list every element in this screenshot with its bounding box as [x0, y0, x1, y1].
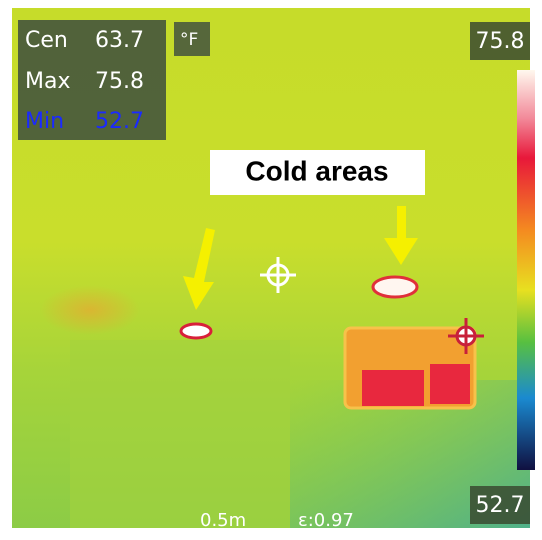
warm-glow [40, 285, 140, 335]
hot-spot [371, 275, 419, 299]
scale-top: 75.8 [476, 29, 525, 54]
wall-region [70, 340, 290, 528]
unit-box [174, 22, 210, 56]
readout-panel [18, 20, 166, 140]
center-label: Cen [25, 28, 68, 53]
center-value: 63.7 [95, 28, 144, 53]
max-crosshair [448, 318, 484, 354]
color-bar [517, 70, 535, 470]
min-label: Min [25, 109, 64, 134]
distance: 0.5m [200, 510, 246, 531]
hot-spot [179, 322, 213, 340]
min-value: 52.7 [95, 109, 144, 134]
scale-bottom-box [470, 486, 530, 524]
annotation: Cold areas [245, 155, 388, 186]
emissivity: ε:0.97 [298, 510, 354, 531]
max-value: 75.8 [95, 69, 144, 94]
unit: °F [180, 30, 198, 50]
hot-panel [430, 364, 470, 404]
hot-panel [362, 370, 424, 406]
scale-bottom: 52.7 [476, 493, 525, 518]
center-crosshair [260, 257, 296, 293]
max-label: Max [25, 69, 70, 94]
scale-top-box [470, 22, 530, 60]
arrows [183, 206, 418, 310]
annotation-box [210, 150, 425, 195]
